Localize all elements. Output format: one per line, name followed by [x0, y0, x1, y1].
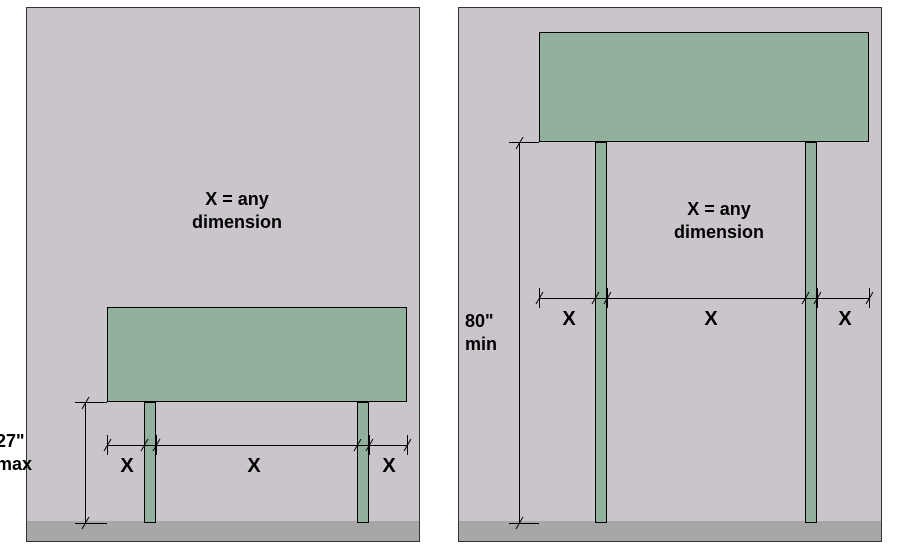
caption: X = any dimension — [639, 198, 799, 243]
dim-h-ext-bot — [75, 523, 107, 524]
x-label-1: X — [115, 455, 139, 478]
caption: X = any dimension — [157, 188, 317, 233]
dim-h-x — [107, 445, 407, 446]
left-diagram-panel: X = any dimension X X X — [26, 7, 420, 542]
dim-h-ext-bot2 — [509, 523, 539, 524]
sign-post-right — [805, 142, 817, 523]
sign-post-right — [357, 402, 369, 523]
x-label-3: X — [833, 308, 857, 331]
floor — [459, 521, 881, 541]
x-label-2: X — [699, 308, 723, 331]
right-diagram-panel: X = any dimension X X X 80" min — [458, 7, 882, 542]
floor — [27, 521, 419, 541]
sign-board — [539, 32, 869, 142]
sign-post-left — [144, 402, 156, 523]
sign-board — [107, 307, 407, 402]
x-label-2: X — [242, 455, 266, 478]
dim-h-x2 — [539, 298, 869, 299]
height-label-left: 27" max — [0, 430, 44, 475]
dim-v-right — [519, 142, 520, 524]
dim-h-ext-top — [75, 402, 107, 403]
height-label-right: 80" min — [465, 310, 513, 355]
x-label-3: X — [377, 455, 401, 478]
dim-h-ext-top2 — [509, 142, 539, 143]
x-label-1: X — [557, 308, 581, 331]
dim-v-left — [85, 402, 86, 524]
sign-post-left — [595, 142, 607, 523]
